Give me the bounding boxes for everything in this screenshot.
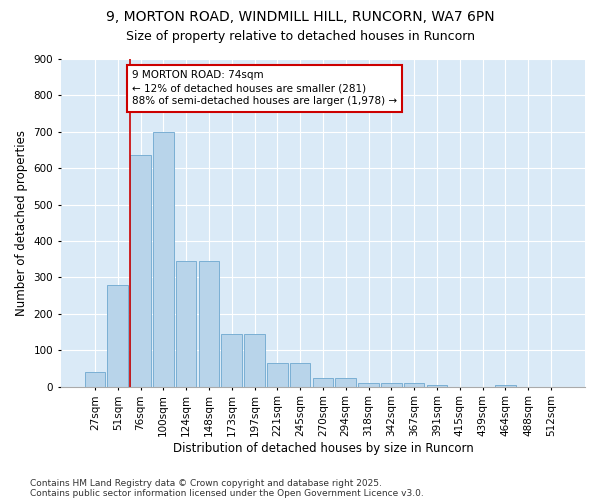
Bar xyxy=(244,334,265,386)
Bar xyxy=(267,363,287,386)
Bar xyxy=(199,261,219,386)
Bar xyxy=(404,383,424,386)
Bar xyxy=(176,261,196,386)
Text: Contains HM Land Registry data © Crown copyright and database right 2025.: Contains HM Land Registry data © Crown c… xyxy=(30,478,382,488)
Bar xyxy=(130,156,151,386)
Text: 9 MORTON ROAD: 74sqm
← 12% of detached houses are smaller (281)
88% of semi-deta: 9 MORTON ROAD: 74sqm ← 12% of detached h… xyxy=(132,70,397,106)
Bar xyxy=(313,378,333,386)
Bar xyxy=(153,132,173,386)
Y-axis label: Number of detached properties: Number of detached properties xyxy=(15,130,28,316)
Text: Size of property relative to detached houses in Runcorn: Size of property relative to detached ho… xyxy=(125,30,475,43)
Bar xyxy=(358,383,379,386)
Text: Contains public sector information licensed under the Open Government Licence v3: Contains public sector information licen… xyxy=(30,488,424,498)
Bar xyxy=(427,385,447,386)
Bar xyxy=(85,372,105,386)
Bar xyxy=(495,385,515,386)
Text: 9, MORTON ROAD, WINDMILL HILL, RUNCORN, WA7 6PN: 9, MORTON ROAD, WINDMILL HILL, RUNCORN, … xyxy=(106,10,494,24)
Bar xyxy=(335,378,356,386)
Bar xyxy=(290,363,310,386)
X-axis label: Distribution of detached houses by size in Runcorn: Distribution of detached houses by size … xyxy=(173,442,473,455)
Bar xyxy=(107,284,128,386)
Bar xyxy=(381,383,401,386)
Bar xyxy=(221,334,242,386)
